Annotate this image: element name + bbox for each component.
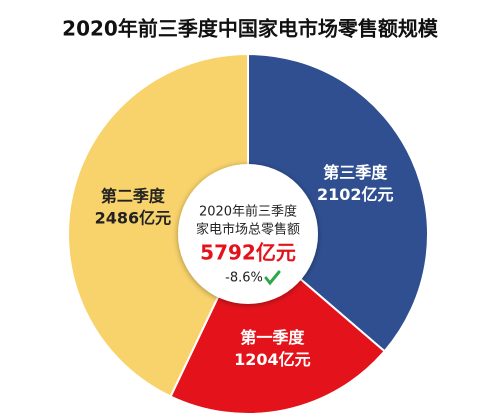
center-line: 家电市场总零售额 [196,222,300,238]
slice-category: 第一季度 [240,328,305,347]
check-icon [264,270,281,286]
chart-title: 2020年前三季度中国家电市场零售额规模 [62,17,439,41]
slice-value-label: 1204亿元 [234,350,311,369]
center-change: -8.6% [225,271,263,286]
slice-category: 第二季度 [101,186,166,205]
slice-value-label: 2102亿元 [317,185,394,204]
center-line: 2020年前三季度 [199,204,297,220]
slice-value-label: 2486亿元 [95,208,172,227]
donut [67,52,429,415]
slice-category: 第三季度 [323,163,388,182]
center-total: 5792亿元 [200,241,296,265]
center-disc [178,164,318,304]
